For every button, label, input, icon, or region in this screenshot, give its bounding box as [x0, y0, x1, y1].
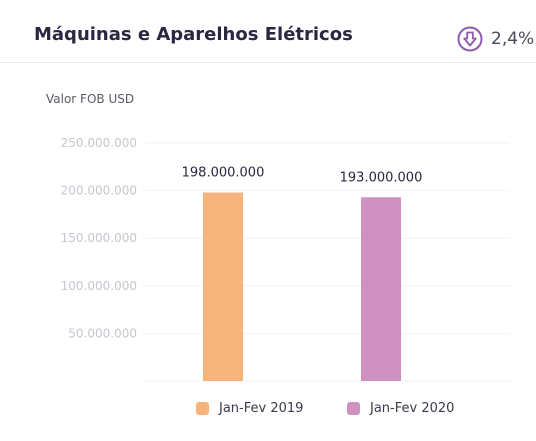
trend-indicator: 2,4% [457, 26, 534, 52]
change-value: 2,4% [491, 29, 535, 49]
y-tick-label: 150.000.000 [61, 231, 137, 245]
legend-item[interactable]: Jan-Fev 2019 [196, 401, 303, 416]
bar [361, 197, 401, 381]
data-label: 198.000.000 [182, 166, 265, 181]
data-label: 193.000.000 [340, 170, 423, 185]
y-tick-label: 100.000.000 [61, 279, 137, 293]
chart-legend: Jan-Fev 2019 Jan-Fev 2020 [0, 401, 536, 421]
legend-swatch [347, 402, 360, 415]
card-header: Máquinas e Aparelhos Elétricos 2,4% [0, 0, 536, 63]
y-axis-label: Valor FOB USD [46, 92, 135, 106]
legend-item[interactable]: Jan-Fev 2020 [347, 401, 454, 416]
bar [203, 192, 243, 381]
y-tick-label: 50.000.000 [68, 326, 137, 340]
y-tick-label: 250.000.000 [61, 136, 137, 150]
y-tick-label: 200.000.000 [61, 184, 137, 198]
legend-label: Jan-Fev 2020 [370, 401, 455, 416]
legend-label: Jan-Fev 2019 [219, 401, 304, 416]
arrow-down-circle-icon [457, 26, 483, 52]
bar-chart: 50.000.000 100.000.000 150.000.000 200.000.… [61, 136, 510, 382]
legend-swatch [196, 402, 209, 415]
chart-title: Máquinas e Aparelhos Elétricos [34, 24, 353, 45]
